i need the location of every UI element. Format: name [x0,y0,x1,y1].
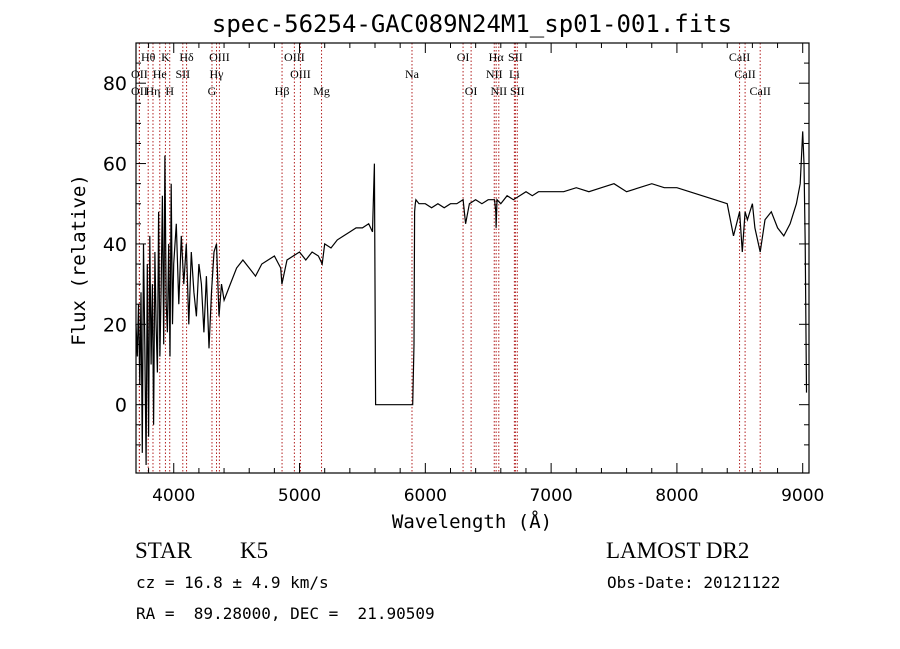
spectral-line-label: CaII [729,50,750,64]
survey-name: LAMOST DR2 [606,538,750,563]
spectral-line-label: H [165,84,174,98]
plot-frame [135,42,810,474]
y-tick-label: 80 [103,73,127,95]
spectral-line-label: OIII [209,50,230,64]
object-subclass: K5 [240,538,269,563]
y-tick-label: 60 [103,154,127,176]
y-tick-label: 0 [115,395,127,417]
redshift-cz: cz = 16.8 ± 4.9 km/s [136,573,329,592]
x-tick-label: 7000 [529,486,572,506]
x-tick-label: 8000 [655,486,698,506]
obs-date: Obs-Date: 20121122 [607,573,781,592]
spectral-line-label: CaII [750,84,771,98]
spectral-line-label: CaII [734,67,755,81]
spectral-line-label: NII [486,67,503,81]
axis-ticks [136,42,809,473]
spectral-line-label: OII [131,67,148,81]
x-tick-label: 6000 [404,486,447,506]
spectral-line-label: Hα [489,50,505,64]
axis-tick-labels: 4000 5000 6000 7000 8000 9000 0 20 40 60 80 [103,73,825,506]
spectrum-series [135,131,808,466]
spectral-line-label: SII [175,67,190,81]
spectral-line-label: Mg [313,84,330,98]
spectral-line-label: OII [131,84,148,98]
spectral-line-label: NII [490,84,507,98]
spectral-line-label: He [153,67,167,81]
spectral-line-label: Hδ [179,50,194,64]
spectral-line-label: SII [510,84,525,98]
spectral-line-markers [138,43,761,473]
x-tick-label: 5000 [278,486,321,506]
object-class: STAR [135,538,192,563]
spectral-line-label: OIII [284,50,305,64]
spectral-line-label: SII [508,50,523,64]
y-tick-label: 20 [103,314,127,336]
spectral-line-label: OI [465,84,478,98]
spectral-line-label: G [208,84,217,98]
spectral-line-label: OI [457,50,470,64]
chart-title: spec-56254-GAC089N24M1_sp01-001.fits [212,10,732,38]
y-tick-label: 40 [103,234,127,256]
x-tick-label: 9000 [781,486,824,506]
spectral-line-label: Hη [146,84,161,98]
spectral-line-label: Hθ [141,50,156,64]
x-axis-label: Wavelength (Å) [392,510,552,533]
spectral-line-label: Hγ [210,67,225,81]
spectral-line-label: Li [509,67,520,81]
x-tick-label: 4000 [152,486,195,506]
spectral-line-label: Hβ [275,84,290,98]
spectral-line-label: K [161,50,170,64]
spectral-line-label: OIII [290,67,311,81]
y-axis-label: Flux (relative) [68,174,90,346]
spectral-line-label: Na [405,67,420,81]
ra-dec: RA = 89.28000, DEC = 21.90509 [136,604,435,623]
